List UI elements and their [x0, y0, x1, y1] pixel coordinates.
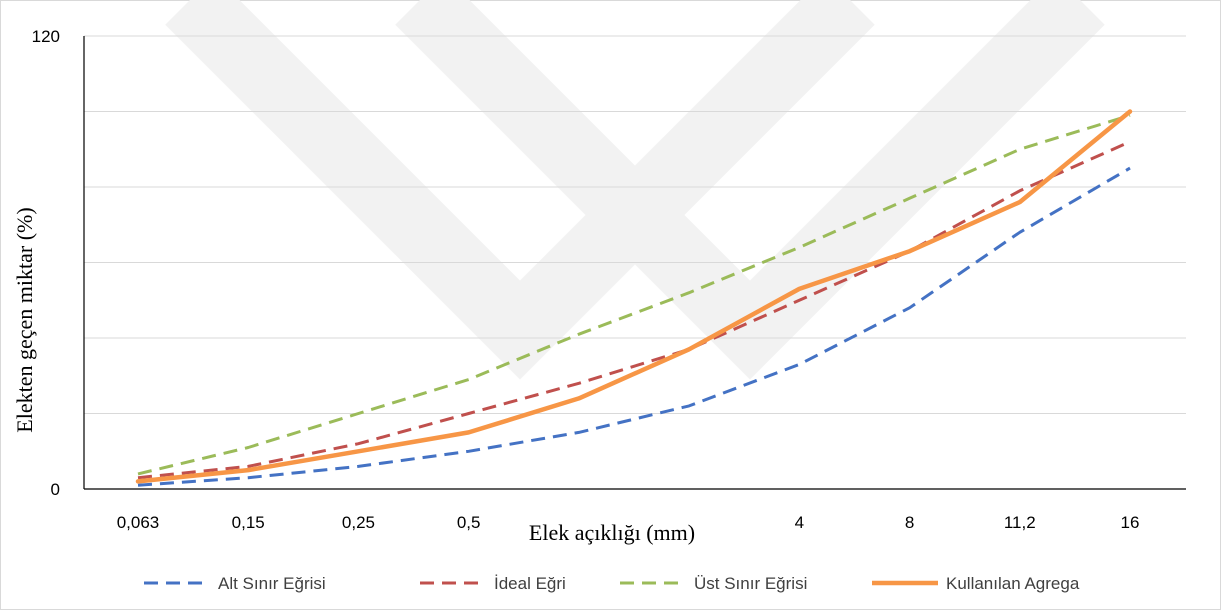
x-axis-title: Elek açıklığı (mm): [529, 520, 695, 545]
y-tick-label: 120: [32, 27, 60, 46]
series-line-1: [137, 166, 1131, 487]
x-tick-label: 8: [905, 513, 914, 532]
x-tick-label: 0,15: [232, 513, 265, 532]
series-line-3: [137, 113, 1131, 476]
watermark: [165, 0, 1105, 380]
x-tick-label: 0,063: [117, 513, 160, 532]
y-tick-label: 0: [51, 480, 60, 499]
legend-label: Üst Sınır Eğrisi: [694, 574, 807, 593]
x-tick-label: 0,25: [342, 513, 375, 532]
series-line-2: [137, 140, 1131, 480]
gridlines: [84, 35, 1186, 414]
x-tick-label: 16: [1121, 513, 1140, 532]
legend-label: Alt Sınır Eğrisi: [218, 574, 326, 593]
legend: Alt Sınır Eğrisi İdeal Eğri Üst Sınır Eğri…: [144, 574, 1080, 593]
legend-item: Alt Sınır Eğrisi: [144, 574, 326, 593]
legend-item: Üst Sınır Eğrisi: [620, 574, 807, 593]
series-lines: [135, 109, 1133, 487]
legend-item: İdeal Eğri: [420, 574, 566, 593]
x-tick-label: 11,2: [1004, 513, 1036, 532]
legend-label: İdeal Eğri: [494, 574, 566, 593]
y-axis-title: Elekten geçen miktar (%): [12, 207, 37, 432]
series-line-4: [135, 109, 1133, 484]
x-tick-labels: 0,063 0,15 0,25 0,5 4 8 11,2 16: [117, 513, 1140, 532]
x-tick-label: 4: [795, 513, 804, 532]
legend-label: Kullanılan Agrega: [946, 574, 1080, 593]
x-tick-label: 0,5: [457, 513, 481, 532]
legend-item: Kullanılan Agrega: [872, 574, 1080, 593]
y-tick-labels: 0 120: [32, 27, 60, 499]
